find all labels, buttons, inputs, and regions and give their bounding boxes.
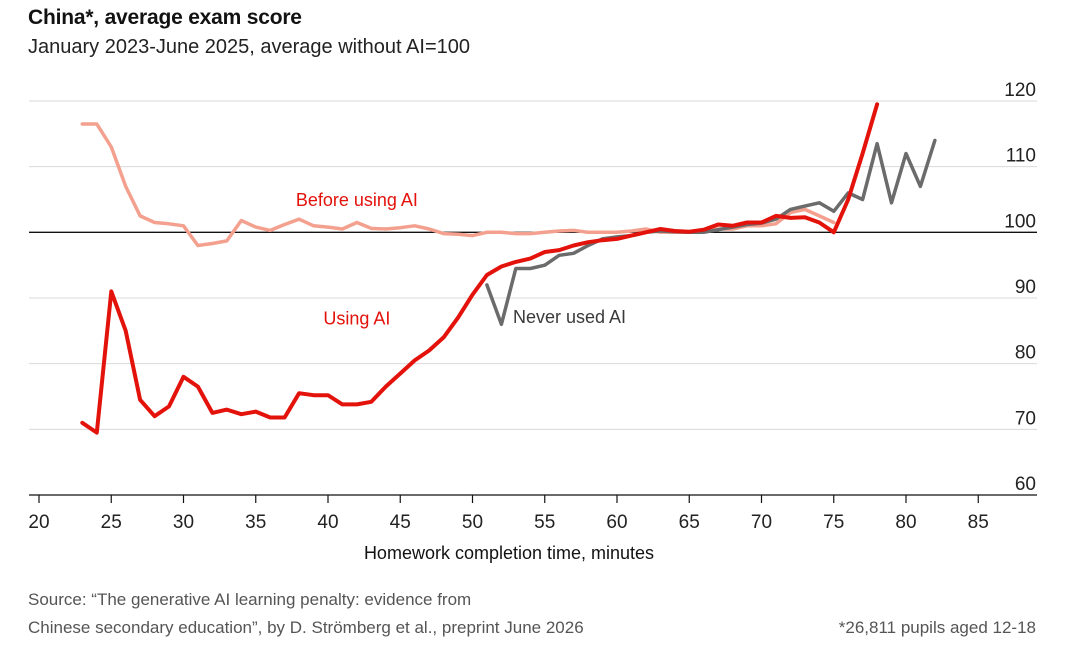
y-tick-label-90: 90	[1015, 277, 1036, 298]
y-tick-label-100: 100	[1004, 211, 1036, 232]
x-tick-label-35: 35	[245, 512, 266, 533]
x-tick-label-60: 60	[606, 512, 627, 533]
gridlines	[29, 100, 1037, 430]
x-axis-label: Homework completion time, minutes	[364, 543, 654, 563]
x-tick-label-75: 75	[823, 512, 844, 533]
x-tick-label-40: 40	[317, 512, 338, 533]
series-label-before-using-ai: Before using AI	[296, 190, 418, 210]
x-axis: 20 25 30 35 40 45 50 55 60 65 70 75 80 85	[28, 494, 1037, 533]
source-line-2: Chinese secondary education”, by D. Strö…	[28, 618, 584, 637]
x-tick-label-55: 55	[534, 512, 555, 533]
series-line-using-ai	[80, 102, 880, 435]
x-tick-label-80: 80	[895, 512, 916, 533]
chart-subtitle: January 2023-June 2025, average without …	[28, 36, 470, 58]
y-axis-tick-labels: 60 70 80 90 100 110 120	[1004, 80, 1036, 495]
x-tick-label-20: 20	[28, 512, 49, 533]
series-label-never-used-ai: Never used AI	[513, 307, 626, 327]
y-tick-label-60: 60	[1015, 474, 1036, 495]
x-tick-label-85: 85	[968, 512, 989, 533]
series-lines	[80, 102, 937, 435]
series-line-never-used-ai	[485, 138, 937, 327]
x-tick-label-65: 65	[679, 512, 700, 533]
y-tick-label-70: 70	[1015, 408, 1036, 429]
source-line-1: Source: “The generative AI learning pena…	[28, 590, 472, 609]
x-tick-label-70: 70	[751, 512, 772, 533]
x-tick-label-45: 45	[390, 512, 411, 533]
x-tick-label-50: 50	[462, 512, 483, 533]
y-tick-label-110: 110	[1006, 146, 1036, 167]
series-label-using-ai: Using AI	[323, 308, 390, 328]
y-tick-label-80: 80	[1015, 343, 1036, 364]
x-tick-label-30: 30	[173, 512, 194, 533]
y-tick-label-120: 120	[1004, 80, 1036, 101]
footnote: *26,811 pupils aged 12-18	[838, 618, 1036, 637]
x-tick-label-25: 25	[101, 512, 122, 533]
series-line-before-using-ai	[80, 122, 836, 248]
series-labels: Before using AI Using AI Never used AI	[296, 190, 626, 328]
chart-title: China*, average exam score	[28, 6, 302, 29]
